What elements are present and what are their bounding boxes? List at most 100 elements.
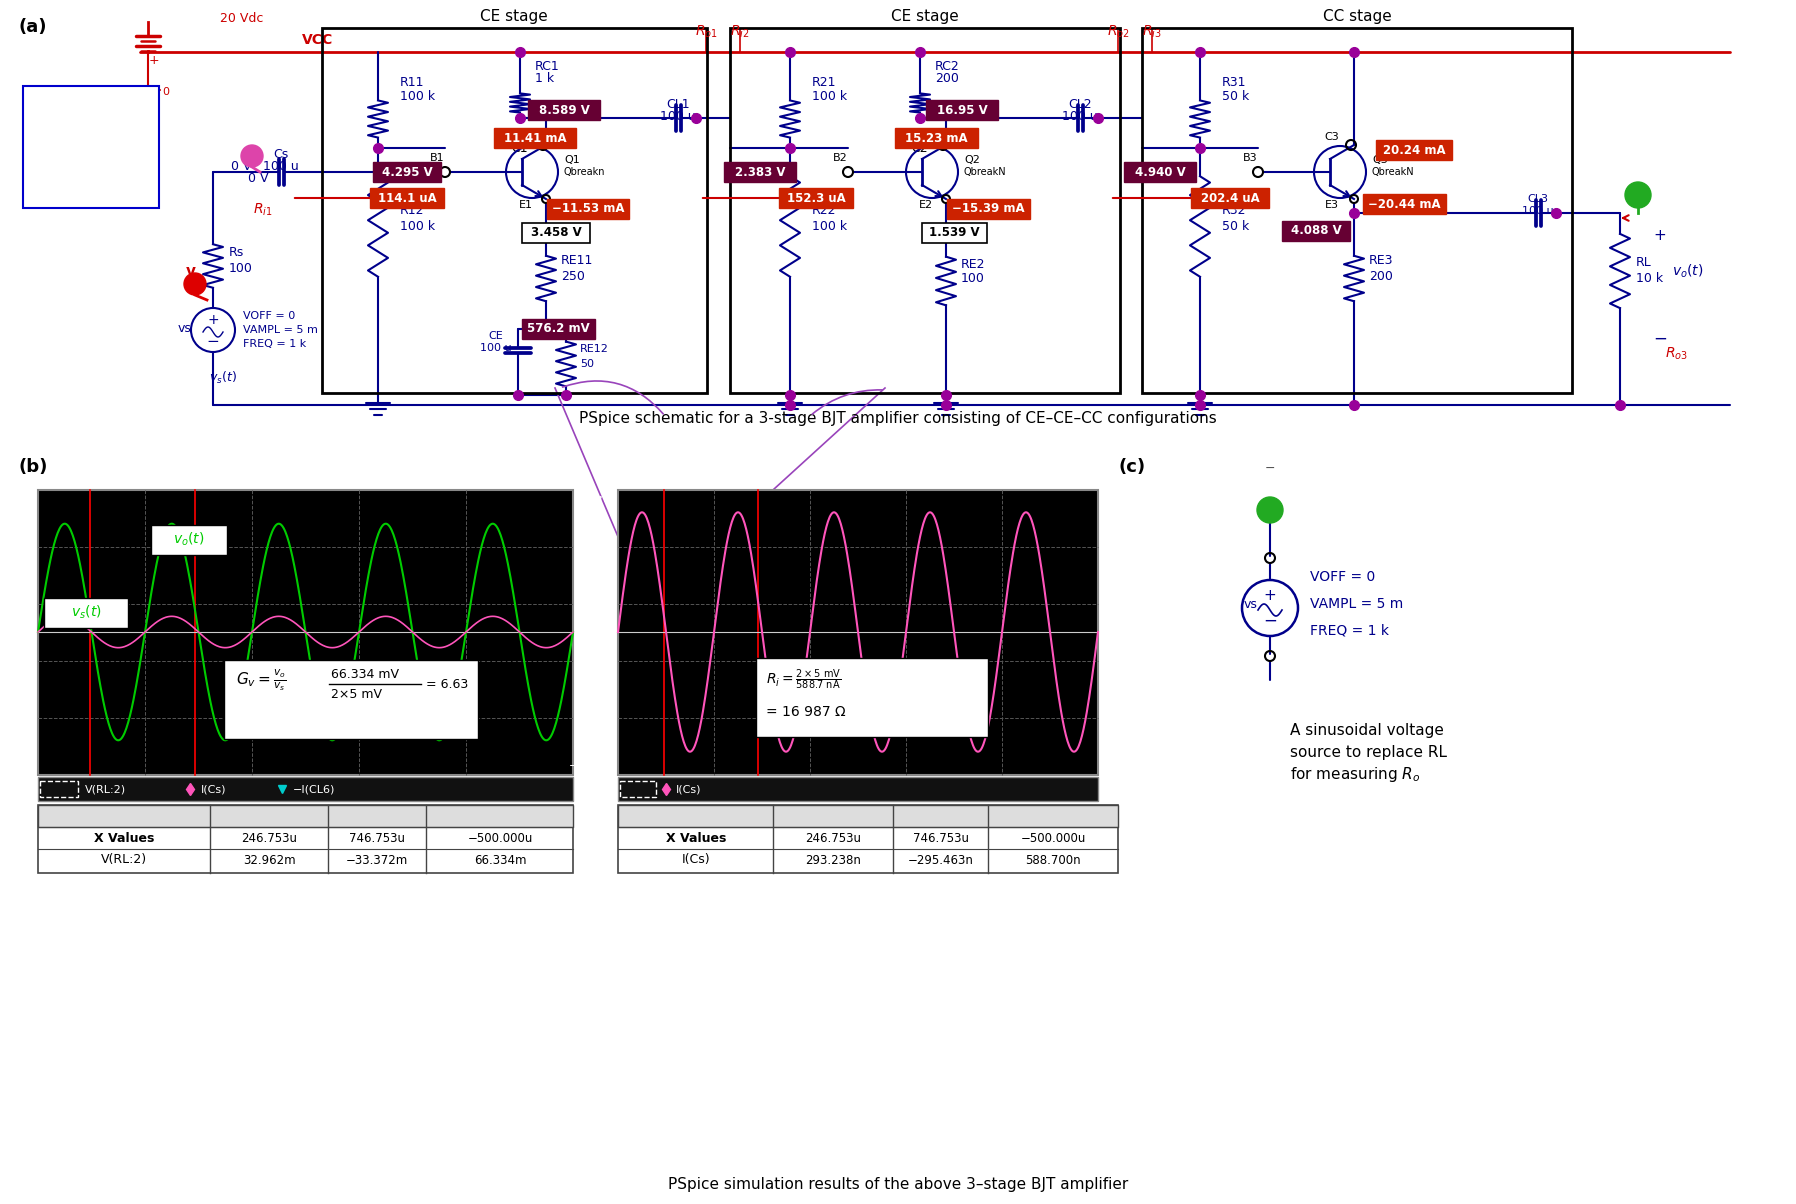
Text: $R_{i1}$: $R_{i1}$ — [253, 202, 273, 218]
Text: 4.940 V: 4.940 V — [1135, 165, 1185, 178]
Text: = 10: = 10 — [66, 155, 99, 169]
Text: C2: C2 — [911, 142, 929, 155]
Text: (c): (c) — [1117, 458, 1146, 476]
Text: 5.0ms: 5.0ms — [587, 783, 621, 793]
Text: 100 k: 100 k — [401, 219, 435, 232]
Text: B2: B2 — [833, 153, 848, 163]
Text: 0s: 0s — [620, 783, 632, 793]
Text: 50 k: 50 k — [1221, 219, 1250, 232]
Text: A sinusoidal voltage: A sinusoidal voltage — [1290, 722, 1444, 738]
Text: Time: Time — [541, 783, 568, 793]
Text: Trace Name: Trace Name — [83, 809, 165, 822]
Text: FREQ = 1 k: FREQ = 1 k — [1309, 624, 1388, 638]
Text: $v_s(t)$: $v_s(t)$ — [208, 370, 237, 386]
Text: Qbreakn: Qbreakn — [564, 167, 605, 177]
Text: 66.334m: 66.334m — [474, 854, 526, 867]
Text: 293.238n: 293.238n — [805, 854, 860, 867]
FancyBboxPatch shape — [1124, 163, 1196, 182]
Text: R11: R11 — [401, 76, 424, 89]
Text: CC stage: CC stage — [1322, 8, 1392, 24]
Text: R12: R12 — [401, 203, 424, 217]
Text: 3.458 V: 3.458 V — [530, 226, 582, 240]
Text: 246.753u: 246.753u — [805, 832, 860, 844]
Bar — [618, 777, 1097, 801]
Bar — [40, 781, 77, 797]
Text: Y1: Y1 — [824, 809, 842, 822]
FancyBboxPatch shape — [43, 598, 128, 628]
FancyBboxPatch shape — [1282, 222, 1351, 241]
Text: Q1: Q1 — [564, 155, 580, 165]
Text: −20.44 mA: −20.44 mA — [1369, 197, 1440, 211]
Text: C3: C3 — [1325, 132, 1340, 142]
Text: 152.3 uA: 152.3 uA — [787, 191, 846, 205]
Text: −I(CL6): −I(CL6) — [293, 784, 336, 793]
FancyBboxPatch shape — [1376, 140, 1451, 160]
Text: 400nA: 400nA — [578, 494, 614, 504]
Text: −15.39 mA: −15.39 mA — [952, 202, 1024, 216]
Text: $v_s(t)$: $v_s(t)$ — [70, 603, 101, 621]
Text: = 1: = 1 — [68, 128, 93, 142]
Text: $v_o(t)$: $v_o(t)$ — [1672, 262, 1704, 279]
Text: 746.753u: 746.753u — [348, 832, 406, 844]
Text: 2.5ms: 2.5ms — [841, 783, 875, 793]
Bar — [38, 805, 573, 827]
Text: 100: 100 — [961, 272, 984, 285]
Text: 200: 200 — [1369, 271, 1394, 283]
FancyBboxPatch shape — [23, 85, 160, 208]
Text: $v_o(t)$: $v_o(t)$ — [172, 530, 205, 548]
Text: +: + — [207, 313, 219, 327]
Text: I(Cs): I(Cs) — [682, 854, 709, 867]
Text: R21: R21 — [812, 76, 837, 89]
Text: I(Cs): I(Cs) — [675, 784, 702, 793]
Text: for measuring $R_o$: for measuring $R_o$ — [1290, 765, 1421, 784]
Bar — [618, 805, 1117, 827]
Text: VOFF = 0: VOFF = 0 — [1309, 569, 1376, 584]
Text: 100 u: 100 u — [661, 110, 695, 123]
Text: R32: R32 — [1221, 203, 1246, 217]
Text: $I_s$: $I_s$ — [36, 153, 48, 171]
Text: Time: Time — [1065, 783, 1094, 793]
Text: 50: 50 — [580, 359, 594, 368]
Text: +: + — [149, 53, 160, 66]
Text: QbreakN: QbreakN — [1372, 167, 1415, 177]
Text: 1.539 V: 1.539 V — [929, 226, 979, 240]
FancyBboxPatch shape — [370, 188, 444, 208]
FancyBboxPatch shape — [224, 660, 478, 739]
Text: RE2: RE2 — [961, 259, 986, 271]
Text: 576.2 mV: 576.2 mV — [526, 323, 589, 336]
Bar — [620, 781, 656, 797]
Text: 40m: 40m — [9, 494, 34, 504]
Text: 5.0ms: 5.0ms — [1114, 783, 1148, 793]
Text: Y2: Y2 — [368, 809, 386, 822]
Text: 0s: 0s — [40, 783, 52, 793]
Text: 8.589 V: 8.589 V — [539, 104, 589, 117]
Text: 2×5 mV: 2×5 mV — [330, 689, 383, 702]
Text: −400nA: −400nA — [569, 761, 614, 771]
Text: −40m: −40m — [0, 761, 34, 771]
Text: −11.53 mA: −11.53 mA — [551, 202, 625, 216]
Text: −: − — [1264, 461, 1275, 474]
Text: Trace Name: Trace Name — [656, 809, 736, 822]
Text: CL1: CL1 — [666, 98, 690, 111]
FancyBboxPatch shape — [523, 223, 591, 243]
Text: PSpice schematic for a 3-stage BJT amplifier consisting of CE–CE–CC configuratio: PSpice schematic for a 3-stage BJT ampli… — [578, 411, 1218, 425]
Text: 32.962m: 32.962m — [242, 854, 295, 867]
Text: PSpice simulation results of the above 3–stage BJT amplifier: PSpice simulation results of the above 3… — [668, 1178, 1128, 1192]
Text: = 6.63: = 6.63 — [426, 678, 469, 691]
Text: CE: CE — [489, 331, 503, 341]
FancyBboxPatch shape — [921, 223, 986, 243]
Text: CE stage: CE stage — [891, 8, 959, 24]
Text: source to replace RL: source to replace RL — [1290, 744, 1448, 760]
Text: CL2: CL2 — [1069, 98, 1092, 111]
Text: $\beta_R$: $\beta_R$ — [36, 125, 54, 144]
Text: 100 u: 100 u — [1523, 206, 1554, 216]
FancyBboxPatch shape — [151, 525, 226, 555]
Text: VOFF = 0: VOFF = 0 — [242, 311, 295, 321]
Bar — [38, 805, 573, 873]
Text: −: − — [207, 334, 219, 348]
Text: A: A — [119, 155, 128, 169]
Text: R22: R22 — [812, 203, 837, 217]
Bar — [321, 28, 708, 393]
Text: I(Cs): I(Cs) — [201, 784, 226, 793]
Text: QbreakN: QbreakN — [964, 167, 1006, 177]
